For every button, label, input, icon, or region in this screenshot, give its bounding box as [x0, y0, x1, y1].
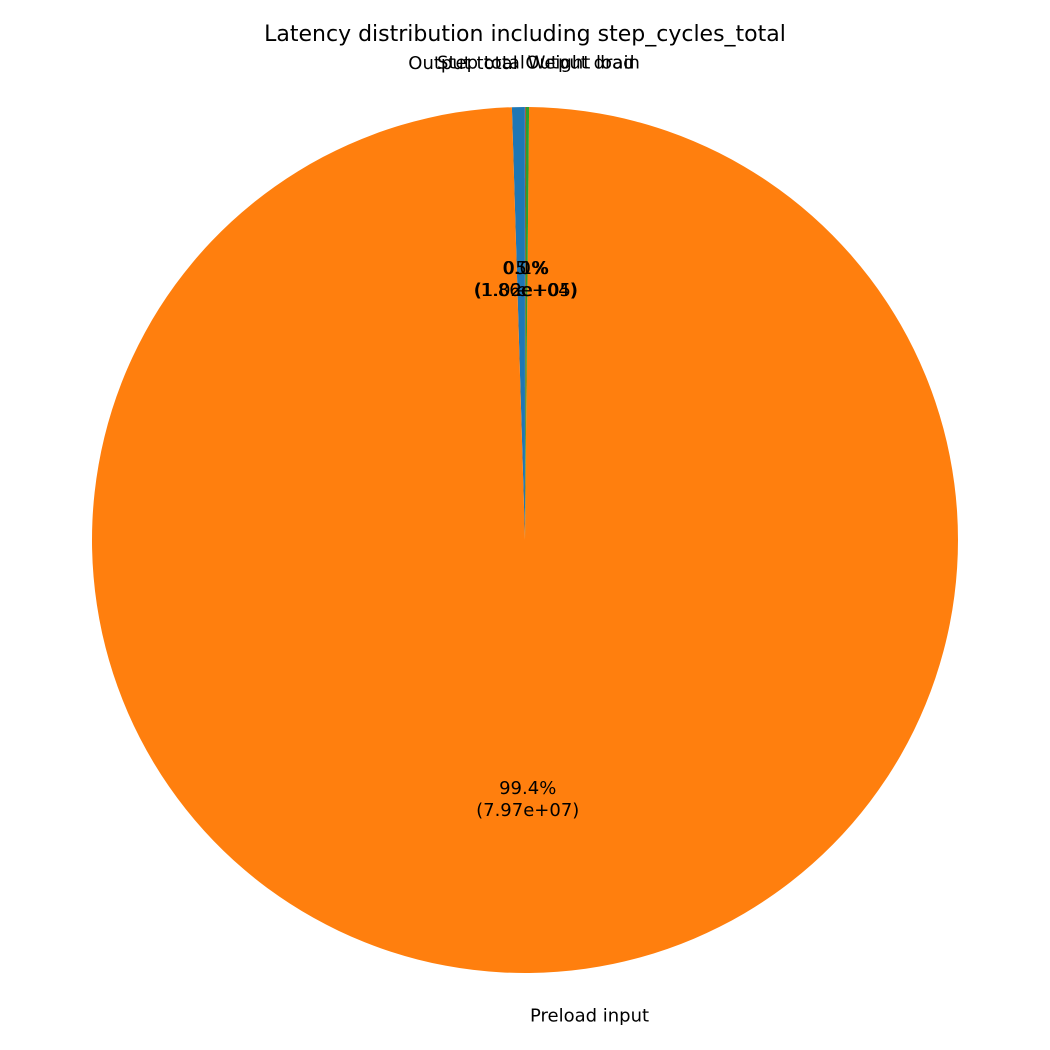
chart-title: Latency distribution including step_cycl… — [264, 22, 786, 47]
pie-slice — [91, 107, 958, 974]
pie-slice — [525, 107, 526, 540]
value-label: 0.0% (1.86e+04) — [474, 258, 577, 301]
slice-label: Step total — [437, 53, 525, 74]
value-label: 0.1% (1.02e+05) — [475, 258, 578, 301]
slice-label: Output total — [408, 53, 517, 74]
slice-label: Output drain — [525, 53, 640, 74]
pie-slice — [525, 107, 530, 540]
pie-slice — [511, 107, 525, 540]
value-label: 99.4% (7.97e+07) — [476, 778, 579, 821]
slice-label: Preload input — [530, 1005, 649, 1026]
slice-label: Weight load — [528, 53, 635, 74]
